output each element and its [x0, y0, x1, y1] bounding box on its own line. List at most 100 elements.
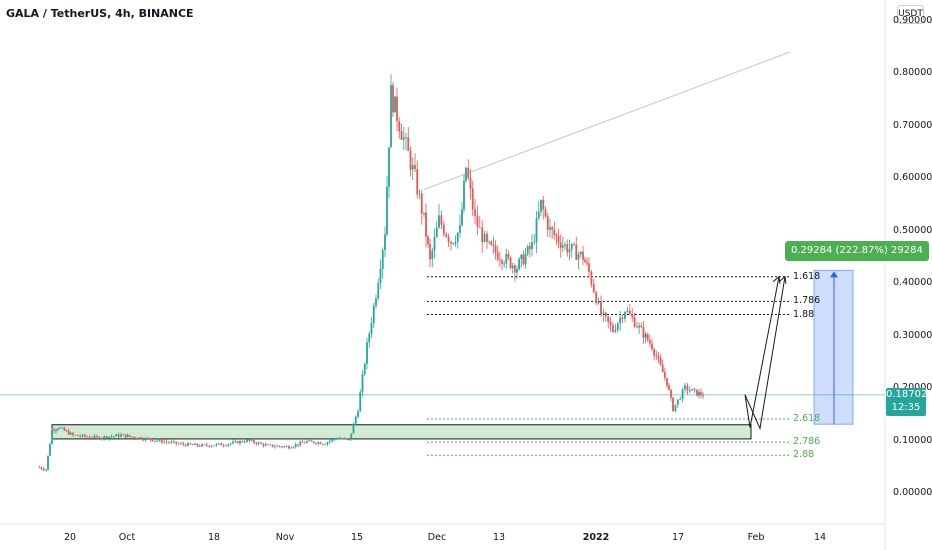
candle-body — [595, 292, 598, 304]
candle-body — [631, 314, 634, 318]
candle-body — [72, 432, 74, 435]
candle-body — [566, 244, 569, 253]
candle-body — [577, 254, 580, 260]
candle-body — [108, 436, 110, 439]
candle-body — [126, 435, 129, 438]
candle-body — [614, 330, 617, 332]
candle-body — [47, 455, 49, 470]
candle-body — [65, 430, 68, 432]
candle-body — [310, 440, 313, 442]
candle-body — [203, 444, 206, 446]
candle-body — [177, 443, 180, 445]
candle-body — [198, 445, 201, 447]
candle-body — [59, 427, 62, 429]
candle-body — [702, 395, 704, 397]
candle-body — [582, 251, 584, 260]
candle-body — [420, 193, 423, 214]
candle-body — [229, 443, 232, 445]
candle-body — [45, 469, 47, 471]
candle-body — [478, 226, 481, 228]
candle-body — [384, 234, 386, 250]
price-tick-label: 0.90000 — [893, 14, 932, 26]
candle-body — [488, 241, 491, 243]
price-tick-label: 0.60000 — [893, 172, 932, 183]
candle-body — [84, 434, 86, 437]
candle-body — [368, 333, 371, 343]
candle-body — [308, 440, 311, 442]
candle-body — [670, 389, 672, 398]
candle-body — [61, 427, 64, 429]
candle-timer: 12:35 — [891, 402, 921, 413]
candle-body — [375, 298, 377, 306]
candle-body — [348, 439, 350, 441]
candle-body — [469, 178, 472, 189]
candle-body — [338, 438, 341, 440]
projection-arrow-head — [772, 275, 781, 284]
candle-body — [122, 434, 125, 436]
candle-body — [133, 436, 136, 439]
candle-body — [592, 284, 595, 293]
candle-body — [260, 442, 262, 444]
candle-body — [98, 437, 101, 440]
candle-body — [638, 325, 641, 328]
projected-path-arrows[interactable] — [744, 275, 787, 431]
candle-body — [294, 444, 297, 447]
fib-level-label: 2.618 — [793, 412, 821, 424]
candle-body — [476, 215, 479, 227]
candle-body — [220, 443, 223, 446]
candle-body — [53, 429, 55, 431]
candle-body — [205, 444, 208, 446]
candle-body — [359, 392, 362, 412]
candle-body — [366, 342, 368, 364]
candle-body — [646, 333, 649, 341]
candle-body — [357, 411, 359, 417]
time-tick-label: 18 — [207, 532, 221, 543]
candle-body — [684, 385, 686, 390]
candle-body — [321, 444, 324, 445]
candle-body — [666, 377, 668, 386]
candle-body — [201, 444, 203, 447]
candle-body — [225, 445, 227, 447]
price-tick-label: 0.30000 — [893, 329, 932, 341]
candle-body — [628, 310, 631, 315]
time-tick-label: 20 — [63, 532, 77, 543]
support-zone-rect — [51, 424, 752, 440]
candle-body — [213, 445, 215, 447]
resistance-trendline[interactable] — [423, 51, 791, 191]
candle-body — [435, 227, 438, 238]
price-range-measure[interactable] — [813, 269, 854, 425]
candle-body — [142, 439, 145, 441]
candle-body — [340, 438, 343, 440]
candle-body — [570, 243, 573, 250]
candle-body — [616, 323, 619, 331]
candle-body — [398, 121, 401, 132]
candle-body — [513, 265, 516, 273]
candle-body — [239, 441, 241, 444]
candle-body — [187, 443, 189, 446]
candle-body — [336, 438, 338, 440]
candle-body — [76, 434, 79, 436]
support-zone[interactable] — [51, 424, 752, 440]
candle-body — [691, 389, 694, 391]
candle-body — [501, 260, 503, 264]
candle-body — [551, 227, 554, 230]
candle-body — [269, 444, 272, 446]
candle-body — [546, 216, 549, 230]
candle-body — [129, 435, 131, 437]
currency-button[interactable]: USDT — [897, 5, 924, 24]
candle-body — [461, 209, 463, 226]
time-tick-label: Oct — [118, 532, 136, 543]
candle-body — [624, 312, 626, 319]
candle-body — [653, 349, 656, 356]
candle-body — [642, 327, 645, 338]
candle-body — [405, 137, 407, 138]
candle-body — [688, 390, 691, 392]
candle-body — [414, 165, 416, 170]
candle-body — [317, 442, 320, 444]
candle-body — [168, 442, 170, 443]
candle-body — [170, 441, 173, 443]
time-tick-label: Dec — [427, 532, 447, 543]
candle-body — [438, 215, 440, 228]
candle-body — [328, 441, 331, 443]
